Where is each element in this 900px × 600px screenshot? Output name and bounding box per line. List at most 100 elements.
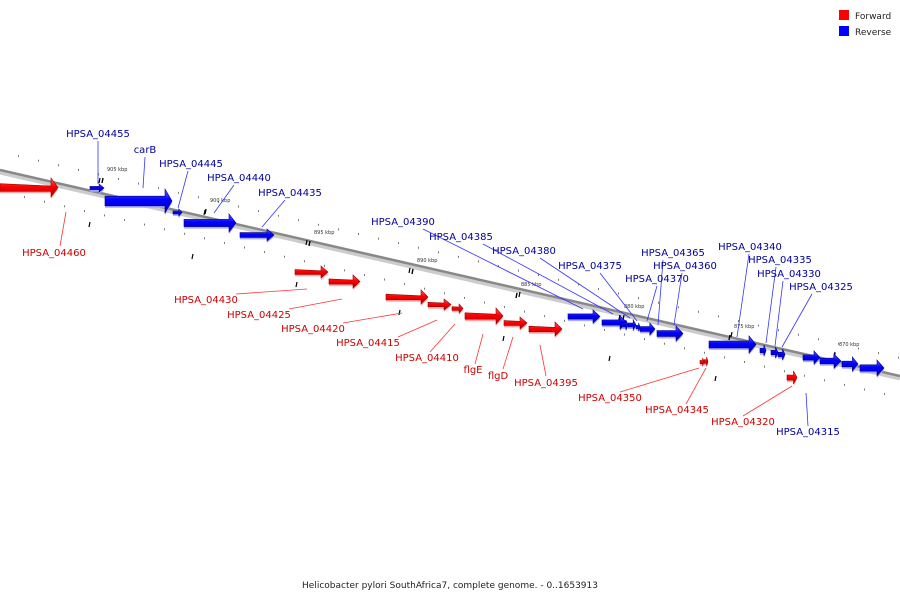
gene-arrow-hpsa-04440[interactable] bbox=[183, 213, 237, 233]
gene-label-hpsa-04420[interactable]: HPSA_04420 bbox=[281, 324, 345, 335]
tick-dot bbox=[284, 255, 285, 258]
tick-dot bbox=[384, 278, 385, 281]
gene-label-hpsa-04375[interactable]: HPSA_04375 bbox=[558, 261, 622, 272]
gene-arrow-hpsa-04325[interactable] bbox=[777, 348, 786, 361]
leader-line bbox=[422, 228, 584, 310]
gene-label-hpsa-04330[interactable]: HPSA_04330 bbox=[757, 269, 821, 280]
gene-arrow-hpsa-04435[interactable] bbox=[239, 228, 275, 242]
leader-line bbox=[619, 367, 700, 393]
tick-dot bbox=[564, 319, 565, 322]
gene-label-hpsa-04350[interactable]: HPSA_04350 bbox=[578, 393, 642, 404]
gene-arrow-hpsa-04335[interactable] bbox=[759, 344, 767, 357]
gene-arrow-hpsa-04345[interactable] bbox=[703, 356, 709, 367]
major-tick bbox=[608, 355, 611, 362]
gene-label-hpsa-04360[interactable]: HPSA_04360 bbox=[653, 261, 717, 272]
gene-label-hpsa-04340[interactable]: HPSA_04340 bbox=[718, 242, 782, 253]
leader-line bbox=[673, 272, 683, 326]
gene-label-flgd[interactable]: flgD bbox=[488, 371, 509, 382]
gene-arrow-flgd[interactable] bbox=[503, 316, 528, 330]
tick-dot bbox=[204, 237, 205, 240]
gene-arrow-hpsa-04365[interactable] bbox=[656, 325, 684, 342]
gene-arrow-hpsa-04415[interactable] bbox=[427, 298, 452, 311]
tick-dot bbox=[404, 283, 405, 286]
gene-label-carb[interactable]: carB bbox=[134, 145, 157, 156]
tick-dot bbox=[298, 219, 299, 222]
gene-label-hpsa-04315[interactable]: HPSA_04315 bbox=[776, 427, 840, 438]
major-tick bbox=[191, 253, 194, 260]
gene-label-hpsa-04365[interactable]: HPSA_04365 bbox=[641, 248, 705, 259]
leader-line bbox=[774, 280, 784, 347]
leader-line bbox=[59, 211, 67, 247]
gene-arrow-hpsa-04395[interactable] bbox=[528, 321, 563, 337]
gene-label-hpsa-04390[interactable]: HPSA_04390 bbox=[371, 217, 435, 228]
gene-arrow-hpsa-04340[interactable] bbox=[708, 335, 757, 354]
tick-dot bbox=[198, 196, 199, 199]
gene-arrow-hpsa-04360[interactable] bbox=[621, 319, 629, 331]
gene-arrow-hpsa-04425[interactable] bbox=[328, 274, 361, 289]
gene-label-hpsa-04335[interactable]: HPSA_04335 bbox=[748, 255, 812, 266]
gene-label-hpsa-04435[interactable]: HPSA_04435 bbox=[258, 188, 322, 199]
tick-dot bbox=[344, 269, 345, 272]
gene-label-hpsa-04455[interactable]: HPSA_04455 bbox=[66, 129, 130, 140]
gene-arrow-hpsa-04455[interactable] bbox=[89, 183, 105, 193]
leader-line bbox=[742, 385, 793, 417]
tick-label: 875 kbp bbox=[734, 324, 754, 330]
gene-label-hpsa-04425[interactable]: HPSA_04425 bbox=[227, 310, 291, 321]
leader-line bbox=[805, 392, 809, 427]
gene-arrow-hpsa-04315[interactable] bbox=[802, 350, 821, 365]
gene-arrow-hpsa-04375[interactable] bbox=[635, 322, 641, 332]
gene-label-hpsa-04410[interactable]: HPSA_04410 bbox=[395, 353, 459, 364]
tick-dot bbox=[538, 274, 539, 277]
gene-arrow-hpsa-04460[interactable] bbox=[0, 177, 59, 198]
gene-arrow-hpsa-04380[interactable] bbox=[627, 318, 637, 332]
leader-line bbox=[646, 285, 658, 322]
leader-line bbox=[429, 323, 456, 353]
gene-arrow-hpsa-04370[interactable] bbox=[639, 322, 656, 336]
tick-dot bbox=[164, 228, 165, 231]
gene-arrow-unlabeled[interactable] bbox=[841, 356, 859, 372]
tick-label: 890 kbp bbox=[417, 258, 437, 264]
gene-label-hpsa-04430[interactable]: HPSA_04430 bbox=[174, 295, 238, 306]
gene-arrow-flge[interactable] bbox=[464, 307, 504, 325]
major-ticks: 905 kbp 900 kbp 895 kbp 890 kbp 885 kbp 880 k… bbox=[88, 167, 859, 382]
tick-dot bbox=[378, 237, 379, 240]
gene-label-hpsa-04370[interactable]: HPSA_04370 bbox=[625, 274, 689, 285]
gene-label-hpsa-04460[interactable]: HPSA_04460 bbox=[22, 248, 86, 259]
gene-arrow-hpsa-04430[interactable] bbox=[294, 265, 329, 279]
gene-arrow-carb[interactable] bbox=[104, 187, 173, 215]
leader-line bbox=[482, 243, 614, 315]
gene-arrow-unlabeled[interactable] bbox=[819, 353, 842, 369]
genome-caption: Helicobacter pylori SouthAfrica7, comple… bbox=[302, 581, 598, 591]
gene-label-hpsa-04320[interactable]: HPSA_04320 bbox=[711, 417, 775, 428]
tick-dot bbox=[478, 260, 479, 263]
tick-dot bbox=[544, 315, 545, 318]
gene-label-hpsa-04385[interactable]: HPSA_04385 bbox=[429, 232, 493, 243]
gene-label-hpsa-04380[interactable]: HPSA_04380 bbox=[492, 246, 556, 257]
gene-label-hpsa-04325[interactable]: HPSA_04325 bbox=[789, 282, 853, 293]
tick-dot bbox=[498, 265, 499, 267]
gene-arrow-unlabeled[interactable] bbox=[859, 359, 885, 377]
gene-label-hpsa-04445[interactable]: HPSA_04445 bbox=[159, 159, 223, 170]
tick-label: 900 kbp bbox=[210, 198, 230, 204]
gene-arrow-hpsa-04320[interactable] bbox=[786, 370, 798, 385]
tick-dot bbox=[44, 200, 45, 203]
legend-forward-swatch bbox=[839, 10, 849, 20]
gene-arrow-hpsa-04350[interactable] bbox=[699, 357, 705, 367]
gene-arrow-hpsa-04420[interactable] bbox=[385, 289, 429, 305]
gene-arrow-hpsa-04390[interactable] bbox=[567, 309, 601, 324]
gene-arrow-hpsa-04445[interactable] bbox=[172, 208, 183, 217]
gene-label-hpsa-04440[interactable]: HPSA_04440 bbox=[207, 173, 271, 184]
gene-label-hpsa-04345[interactable]: HPSA_04345 bbox=[645, 405, 709, 416]
tick-dot bbox=[398, 242, 399, 245]
tick-dot bbox=[464, 296, 465, 299]
tick-dot bbox=[764, 365, 765, 368]
gene-label-hpsa-04395[interactable]: HPSA_04395 bbox=[514, 378, 578, 389]
tick-dot bbox=[418, 246, 419, 249]
tick-dot bbox=[818, 338, 819, 341]
gene-arrow-hpsa-04410[interactable] bbox=[451, 303, 464, 314]
major-tick bbox=[714, 375, 717, 382]
gene-label-hpsa-04415[interactable]: HPSA_04415 bbox=[336, 338, 400, 349]
leader-line bbox=[474, 333, 484, 365]
gene-arrow-hpsa-04330[interactable] bbox=[770, 346, 779, 359]
gene-label-flge[interactable]: flgE bbox=[464, 365, 483, 376]
